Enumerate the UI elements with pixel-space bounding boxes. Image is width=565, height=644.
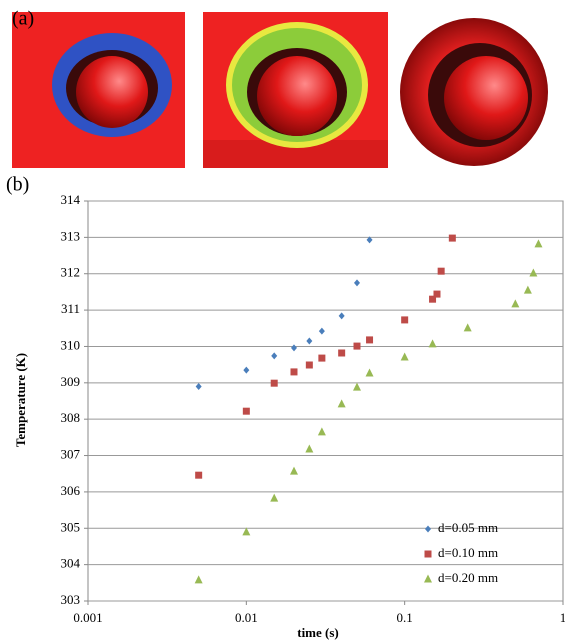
data-point bbox=[243, 366, 250, 374]
legend-label: d=0.05 mm bbox=[438, 520, 498, 535]
legend-marker bbox=[425, 525, 431, 533]
data-point bbox=[353, 382, 362, 391]
x-tick-label: 0.1 bbox=[397, 610, 413, 625]
data-point bbox=[401, 316, 409, 324]
data-point bbox=[306, 337, 313, 345]
panel-label: (a) bbox=[12, 8, 34, 30]
data-point bbox=[289, 466, 298, 475]
data-point bbox=[318, 354, 326, 362]
image-2 bbox=[203, 12, 388, 168]
x-axis-label: time (s) bbox=[297, 625, 339, 640]
data-point bbox=[194, 575, 203, 584]
data-point bbox=[534, 239, 543, 248]
x-tick-label: 1 bbox=[560, 610, 565, 625]
legend-label: d=0.10 mm bbox=[438, 545, 498, 560]
data-point bbox=[305, 444, 314, 453]
y-tick-label: 303 bbox=[61, 592, 81, 607]
data-point bbox=[305, 361, 313, 369]
data-point bbox=[270, 379, 278, 387]
data-point bbox=[318, 327, 325, 335]
data-point bbox=[353, 342, 361, 350]
data-point bbox=[270, 493, 279, 502]
data-point bbox=[366, 236, 373, 244]
data-point bbox=[428, 339, 437, 348]
y-tick-label: 310 bbox=[61, 337, 81, 352]
data-point bbox=[195, 382, 202, 390]
data-point bbox=[195, 471, 203, 479]
y-tick-label: 306 bbox=[61, 483, 81, 498]
data-point bbox=[271, 352, 278, 360]
data-point bbox=[523, 285, 532, 294]
image-3 bbox=[400, 18, 548, 166]
legend-marker bbox=[424, 574, 432, 583]
panel-label: (b) bbox=[6, 174, 29, 196]
data-point bbox=[463, 323, 472, 332]
y-tick-label: 305 bbox=[61, 519, 81, 534]
data-point bbox=[433, 290, 441, 298]
data-point bbox=[290, 368, 298, 376]
data-point bbox=[365, 368, 374, 377]
y-tick-label: 312 bbox=[61, 265, 81, 280]
data-point bbox=[511, 299, 520, 308]
y-tick-label: 308 bbox=[61, 410, 81, 425]
data-point bbox=[242, 527, 251, 536]
y-tick-label: 311 bbox=[61, 301, 80, 316]
x-tick-label: 0.001 bbox=[73, 610, 102, 625]
y-tick-label: 304 bbox=[61, 556, 81, 571]
legend-label: d=0.20 mm bbox=[438, 570, 498, 585]
y-axis-label: Temperature (K) bbox=[13, 353, 28, 447]
y-tick-label: 313 bbox=[61, 228, 81, 243]
data-point bbox=[242, 407, 250, 415]
data-point bbox=[338, 349, 346, 357]
data-point bbox=[290, 344, 297, 352]
x-tick-label: 0.01 bbox=[235, 610, 258, 625]
data-point bbox=[366, 336, 374, 344]
data-point bbox=[448, 234, 456, 242]
plot-frame bbox=[87, 200, 564, 602]
y-tick-label: 309 bbox=[61, 374, 81, 389]
data-point bbox=[529, 268, 538, 277]
legend-marker bbox=[424, 550, 432, 558]
image-1 bbox=[12, 12, 185, 168]
data-point bbox=[400, 352, 409, 361]
data-point bbox=[437, 267, 445, 275]
data-point bbox=[338, 312, 345, 320]
data-point bbox=[337, 399, 346, 408]
data-point bbox=[354, 279, 361, 287]
y-tick-label: 314 bbox=[61, 192, 81, 207]
data-point bbox=[429, 295, 437, 303]
data-point bbox=[317, 427, 326, 436]
y-tick-label: 307 bbox=[61, 447, 81, 462]
